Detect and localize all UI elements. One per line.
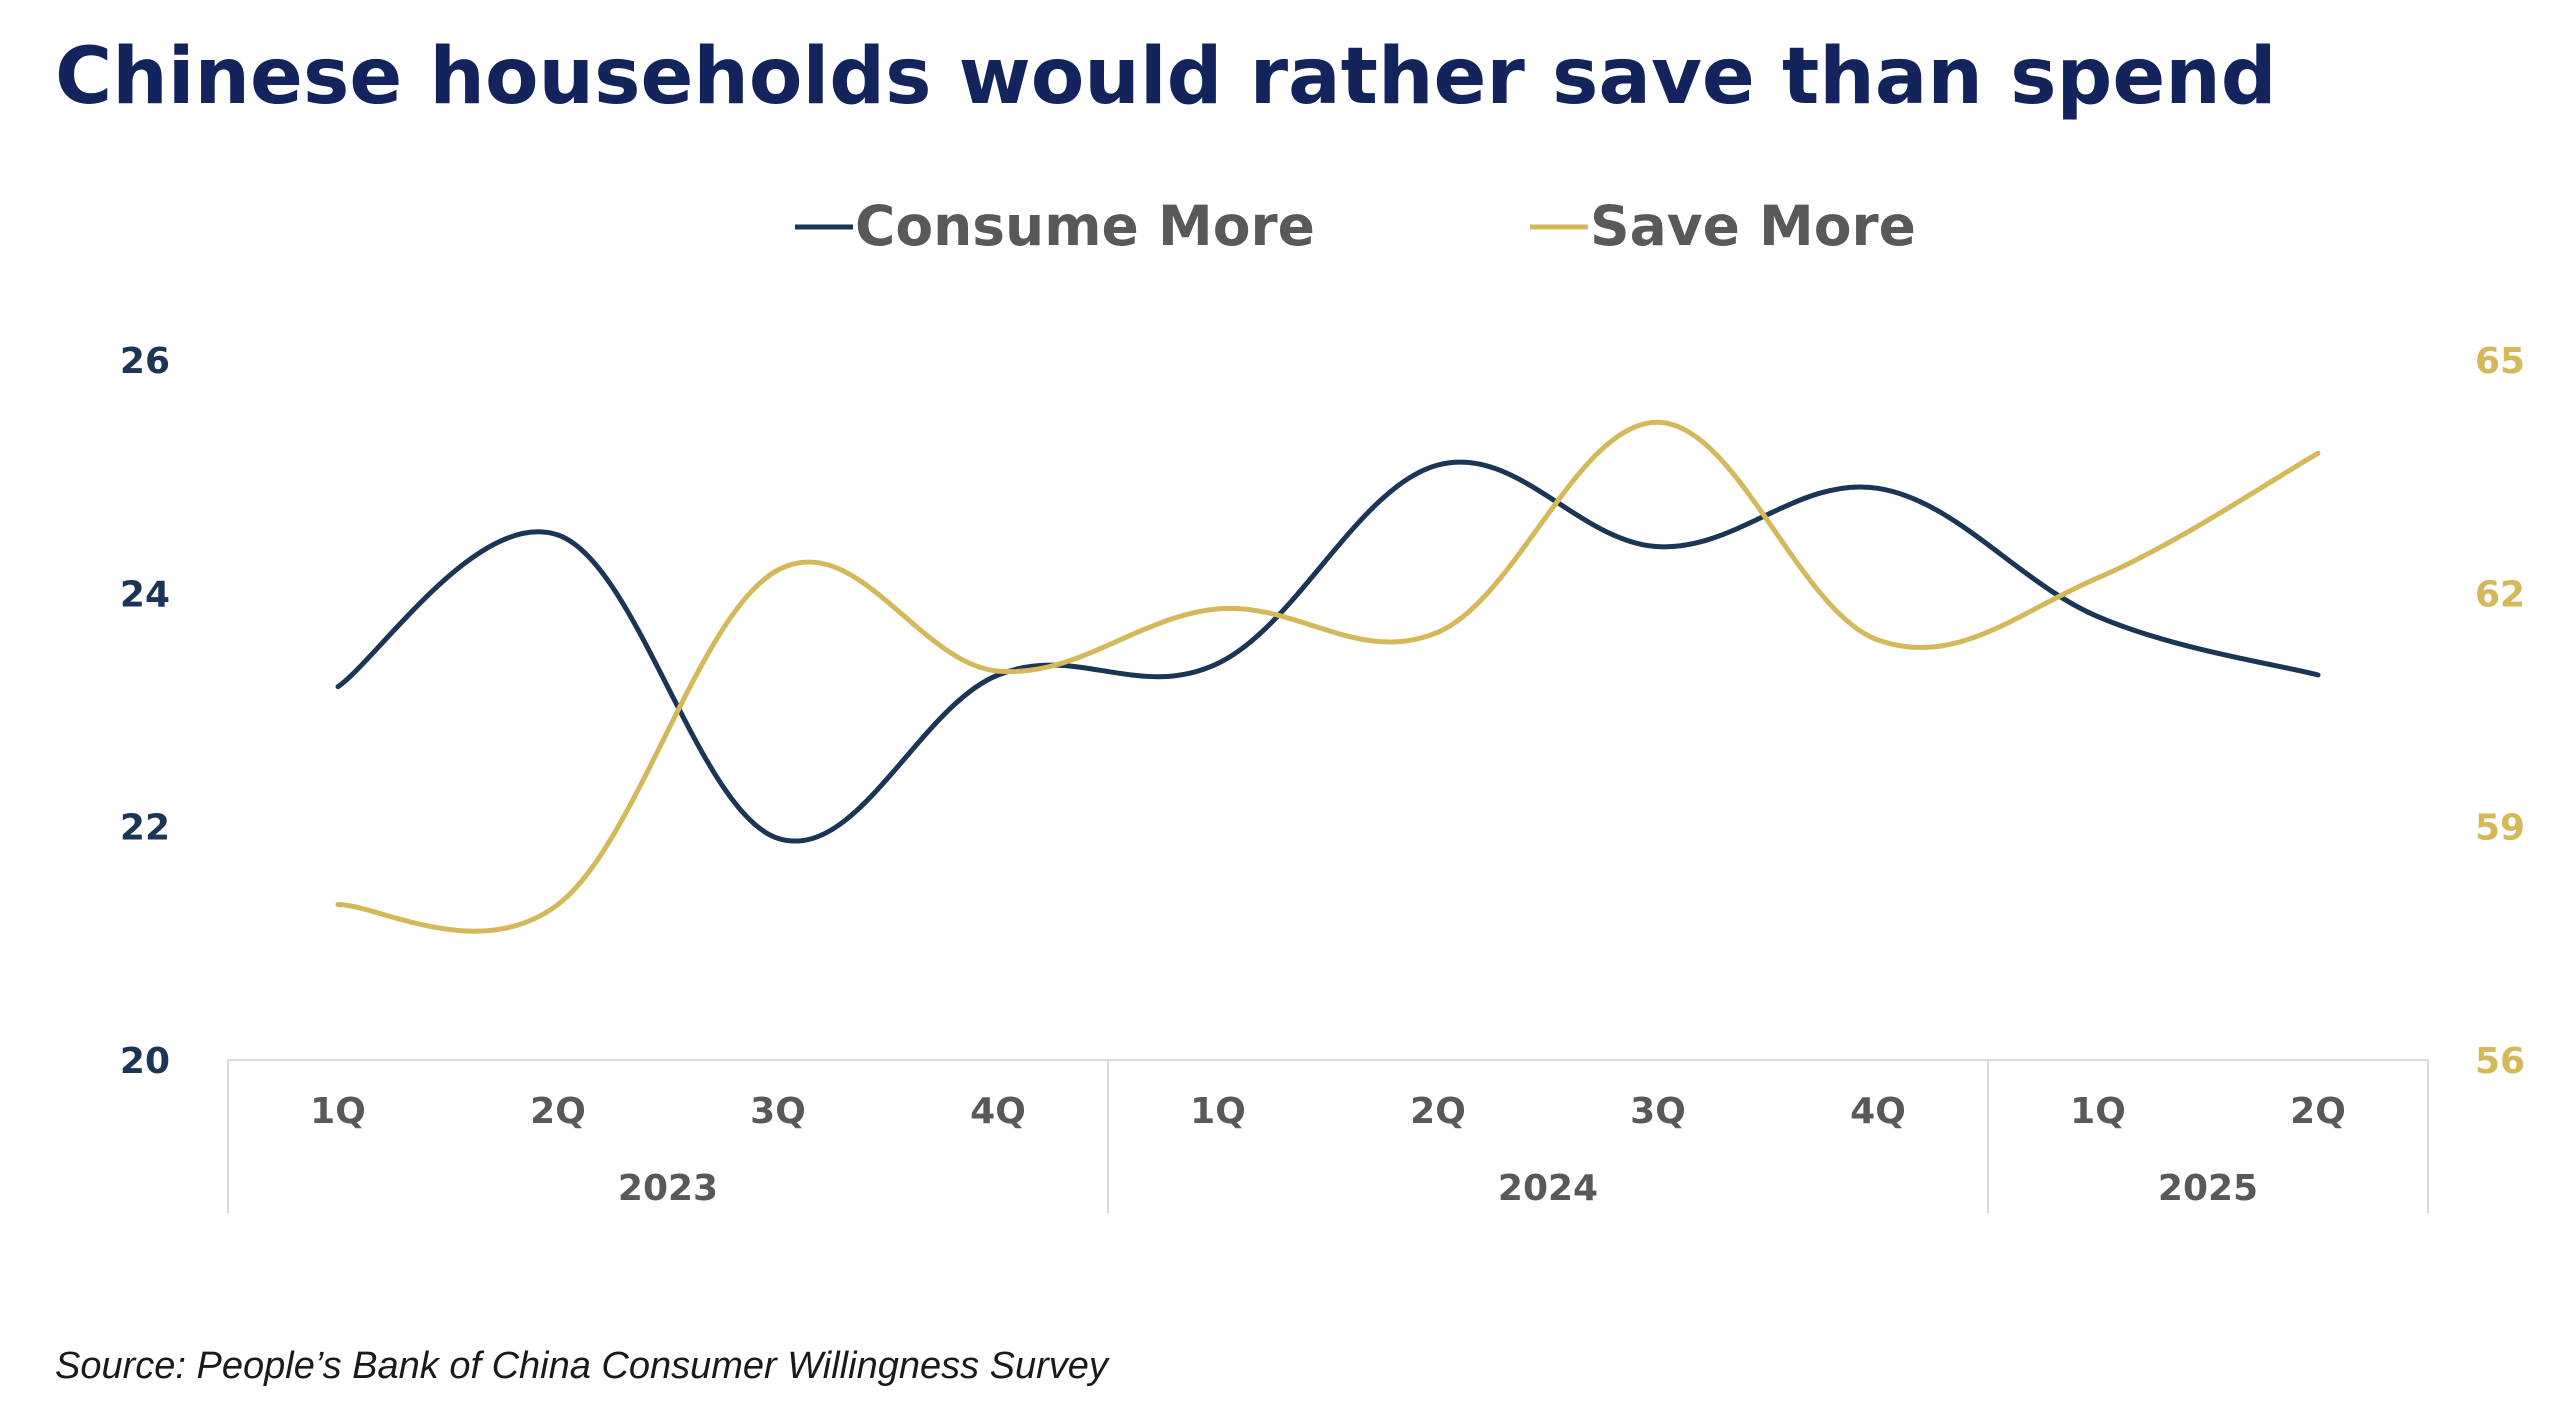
right-tick-label: 56 xyxy=(2475,1041,2525,1082)
year-label: 2024 xyxy=(1498,1168,1598,1209)
series-lines xyxy=(335,419,2321,934)
year-label: 2023 xyxy=(618,1168,718,1209)
year-label: 2025 xyxy=(2158,1168,2258,1209)
legend: Consume More Save More xyxy=(795,194,1916,258)
legend-label-consume: Consume More xyxy=(855,194,1315,258)
right-tick-label: 65 xyxy=(2475,341,2525,382)
category-label: 2Q xyxy=(530,1091,586,1132)
category-label: 3Q xyxy=(1630,1091,1686,1132)
category-axis xyxy=(227,1059,2429,1213)
right-axis-ticks: 65 62 59 56 xyxy=(2475,341,2525,1082)
category-labels: 1Q 2Q 3Q 4Q 1Q 2Q 3Q 4Q 1Q 2Q xyxy=(310,1091,2346,1132)
category-label: 4Q xyxy=(970,1091,1026,1132)
left-tick-label: 22 xyxy=(120,808,170,849)
right-tick-label: 62 xyxy=(2475,574,2525,615)
source-note: Source: People’s Bank of China Consumer … xyxy=(55,1345,1110,1387)
year-labels: 2023 2024 2025 xyxy=(618,1168,2258,1209)
left-tick-label: 24 xyxy=(120,574,170,615)
left-tick-label: 26 xyxy=(120,341,170,382)
category-label: 3Q xyxy=(750,1091,806,1132)
right-tick-label: 59 xyxy=(2475,808,2525,849)
series-line-consume-more xyxy=(335,459,2321,844)
category-label: 1Q xyxy=(310,1091,366,1132)
legend-label-save: Save More xyxy=(1590,194,1916,258)
series-line-save-more xyxy=(335,419,2321,934)
left-axis-ticks: 26 24 22 20 xyxy=(120,341,170,1082)
chart-title: Chinese households would rather save tha… xyxy=(55,32,2277,122)
category-label: 2Q xyxy=(2290,1091,2346,1132)
category-label: 2Q xyxy=(1410,1091,1466,1132)
category-label: 1Q xyxy=(1190,1091,1246,1132)
category-label: 1Q xyxy=(2070,1091,2126,1132)
category-label: 4Q xyxy=(1850,1091,1906,1132)
left-tick-label: 20 xyxy=(120,1041,170,1082)
